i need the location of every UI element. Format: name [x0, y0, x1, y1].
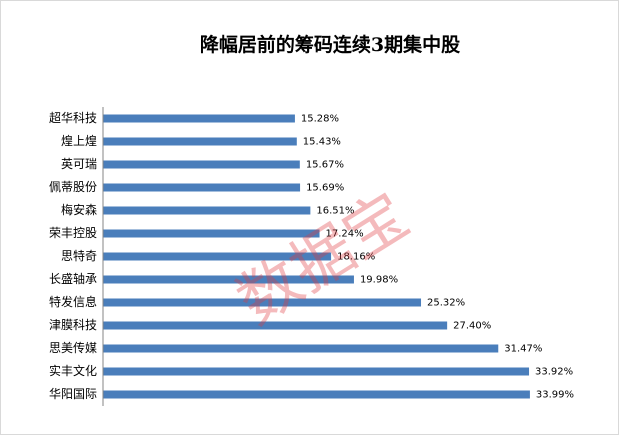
data-label: 18.16% — [337, 252, 375, 263]
y-tick-label: 荣丰控股 — [49, 226, 97, 240]
bar — [103, 252, 332, 261]
data-label: 17.24% — [326, 229, 364, 240]
y-tick-label: 英可瑞 — [61, 157, 97, 171]
y-tick-label: 梅安森 — [61, 202, 97, 217]
y-tick-label: 实丰文化 — [49, 363, 97, 378]
bar — [103, 229, 320, 238]
bar — [103, 321, 448, 330]
y-tick-label: 思特奇 — [61, 248, 97, 263]
y-tick-label: 思美传媒 — [49, 340, 97, 355]
data-label: 33.92% — [535, 367, 573, 378]
bar — [103, 390, 530, 399]
bar — [103, 114, 295, 123]
bar — [103, 183, 301, 192]
bar — [103, 275, 354, 284]
bar — [103, 206, 311, 215]
data-label: 27.40% — [453, 321, 491, 332]
y-tick-label: 特发信息 — [49, 294, 97, 309]
data-label: 15.67% — [306, 160, 344, 171]
data-label: 15.28% — [301, 114, 339, 125]
y-tick-label: 长盛轴承 — [49, 271, 97, 286]
bar — [103, 160, 300, 169]
data-label: 33.99% — [536, 390, 574, 401]
bar — [103, 137, 297, 146]
bar — [103, 298, 422, 307]
data-label: 15.69% — [306, 183, 344, 194]
data-label: 16.51% — [316, 206, 354, 217]
bar — [103, 367, 530, 376]
chart-title: 降幅居前的筹码连续3期集中股 — [200, 33, 460, 56]
y-tick-label: 煌上煌 — [61, 134, 97, 148]
data-label: 31.47% — [504, 344, 542, 355]
y-tick-label: 超华科技 — [49, 110, 97, 125]
data-label: 15.43% — [303, 137, 341, 148]
y-tick-label: 津膜科技 — [49, 318, 97, 332]
y-tick-label: 佩蒂股份 — [49, 180, 97, 194]
y-tick-label: 华阳国际 — [49, 387, 97, 401]
data-label: 19.98% — [360, 275, 398, 286]
bar — [103, 344, 499, 353]
data-label: 25.32% — [427, 298, 465, 309]
